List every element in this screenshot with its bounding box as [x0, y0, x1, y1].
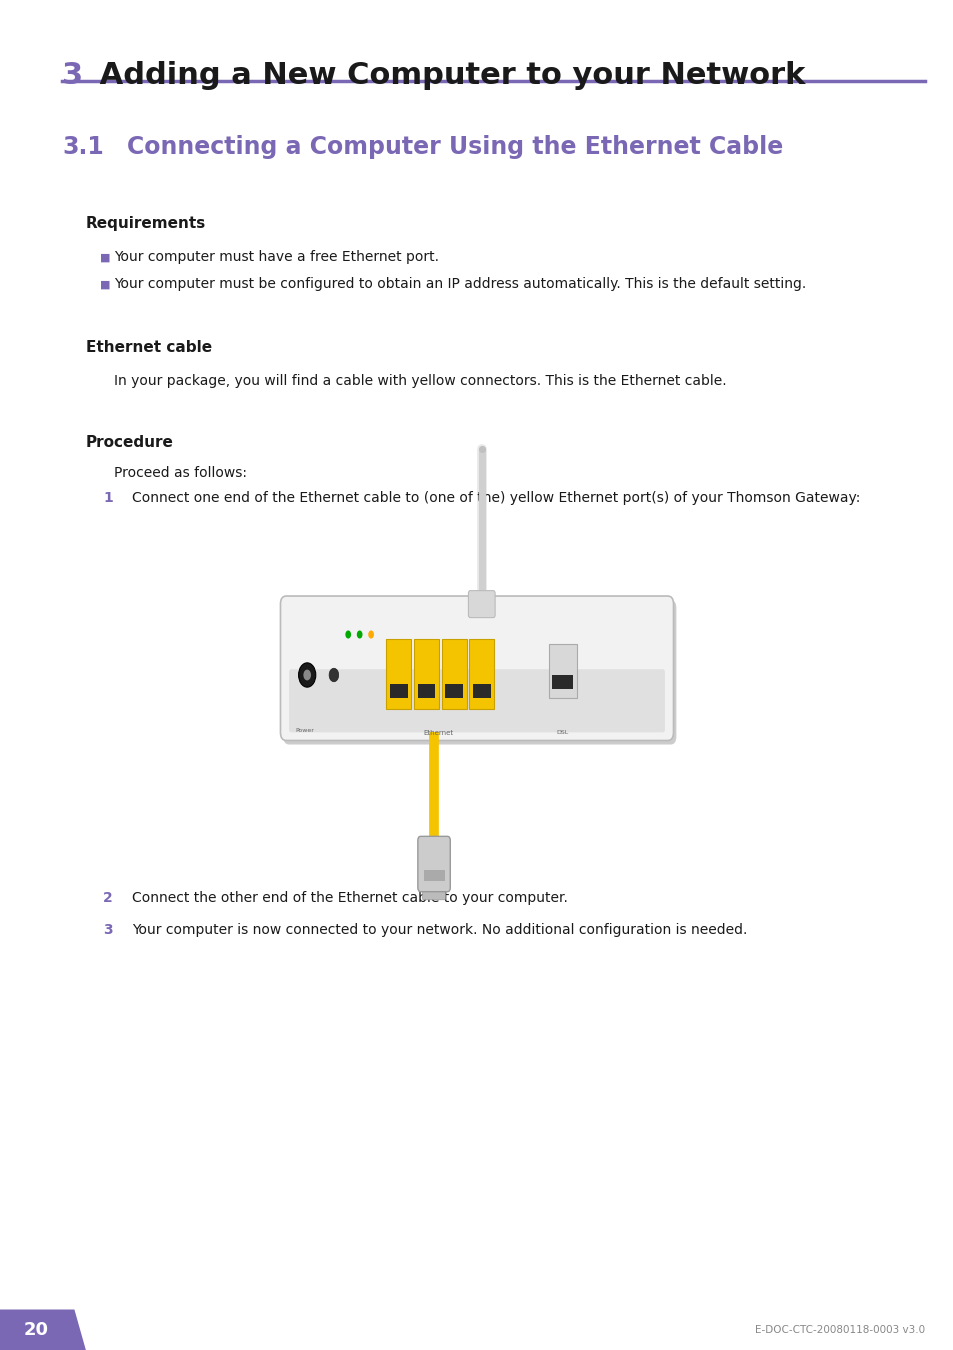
FancyBboxPatch shape	[414, 639, 438, 709]
Circle shape	[345, 630, 351, 639]
Text: Your computer is now connected to your network. No additional configuration is n: Your computer is now connected to your n…	[132, 923, 746, 937]
Text: Adding a New Computer to your Network: Adding a New Computer to your Network	[89, 61, 804, 89]
FancyBboxPatch shape	[390, 684, 407, 698]
FancyBboxPatch shape	[386, 639, 411, 709]
FancyBboxPatch shape	[552, 675, 573, 688]
FancyBboxPatch shape	[423, 869, 444, 880]
Text: DSL: DSL	[557, 729, 568, 734]
FancyBboxPatch shape	[469, 639, 494, 709]
Text: 1: 1	[103, 491, 112, 505]
Text: Your computer must have a free Ethernet port.: Your computer must have a free Ethernet …	[114, 250, 439, 263]
Circle shape	[329, 668, 338, 682]
Text: Ethernet: Ethernet	[423, 729, 454, 736]
Text: Ethernet cable: Ethernet cable	[86, 340, 212, 355]
Text: ■: ■	[100, 252, 111, 262]
Text: 2: 2	[103, 891, 112, 904]
Text: E-DOC-CTC-20080118-0003 v3.0: E-DOC-CTC-20080118-0003 v3.0	[755, 1324, 924, 1335]
Circle shape	[356, 630, 362, 639]
Circle shape	[303, 670, 311, 680]
Text: 3.1: 3.1	[62, 135, 104, 159]
FancyBboxPatch shape	[422, 884, 445, 899]
FancyBboxPatch shape	[283, 599, 676, 745]
Text: Connect the other end of the Ethernet cable to your computer.: Connect the other end of the Ethernet ca…	[132, 891, 567, 904]
Text: Power: Power	[295, 729, 314, 733]
FancyBboxPatch shape	[441, 639, 466, 709]
Text: Procedure: Procedure	[86, 435, 173, 450]
FancyBboxPatch shape	[417, 837, 450, 891]
Text: 20: 20	[24, 1320, 49, 1339]
Text: Proceed as follows:: Proceed as follows:	[114, 466, 247, 479]
Text: 3: 3	[103, 923, 112, 937]
FancyBboxPatch shape	[417, 684, 435, 698]
Text: Your computer must be configured to obtain an IP address automatically. This is : Your computer must be configured to obta…	[114, 277, 806, 290]
Text: Requirements: Requirements	[86, 216, 206, 231]
Circle shape	[298, 663, 315, 687]
Text: 3: 3	[62, 61, 83, 89]
FancyBboxPatch shape	[445, 684, 462, 698]
Circle shape	[368, 630, 374, 639]
FancyBboxPatch shape	[468, 591, 495, 618]
FancyBboxPatch shape	[289, 670, 664, 732]
Text: In your package, you will find a cable with yellow connectors. This is the Ether: In your package, you will find a cable w…	[114, 374, 726, 387]
FancyBboxPatch shape	[548, 644, 577, 698]
Polygon shape	[0, 1310, 86, 1350]
FancyBboxPatch shape	[473, 684, 490, 698]
Text: ■: ■	[100, 279, 111, 289]
Text: Connect one end of the Ethernet cable to (one of the) yellow Ethernet port(s) of: Connect one end of the Ethernet cable to…	[132, 491, 859, 505]
Text: Connecting a Computer Using the Ethernet Cable: Connecting a Computer Using the Ethernet…	[127, 135, 782, 159]
FancyBboxPatch shape	[280, 597, 673, 740]
